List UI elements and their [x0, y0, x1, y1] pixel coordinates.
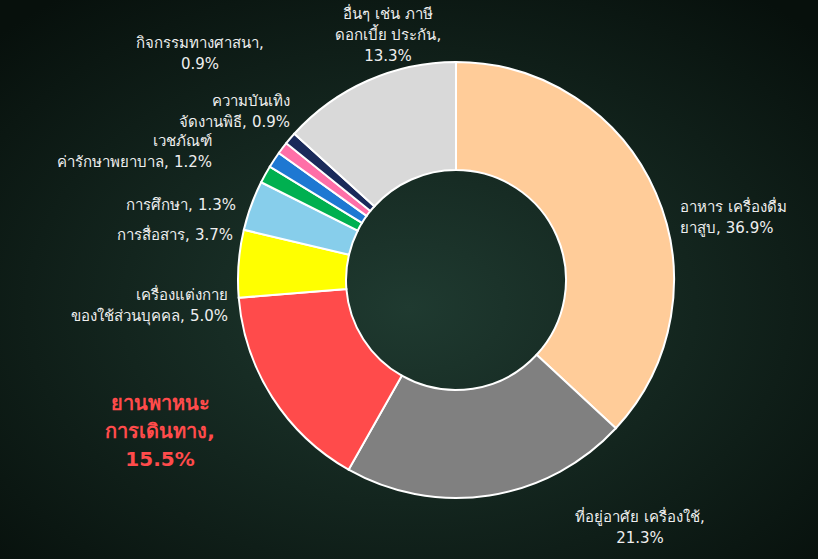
category-label: กิจกรรมทางศาสนา, — [136, 34, 264, 52]
value-label: 5.0% — [190, 307, 228, 325]
value-label: 36.9% — [726, 219, 774, 237]
slice — [456, 62, 674, 428]
category-label: จัดงานพิธี, — [179, 113, 247, 131]
category-label: เวชภัณฑ์ — [153, 132, 212, 150]
category-label: การสื่อสาร, — [117, 224, 190, 244]
data-label: เครื่องแต่งกายของใช้ส่วนบุคคล, 5.0% — [71, 284, 228, 326]
data-label: ความบันเทิงจัดงานพิธี, 0.9% — [179, 92, 290, 131]
data-label: กิจกรรมทางศาสนา, 0.9% — [136, 34, 264, 73]
category-label: ความบันเทิง — [212, 92, 290, 110]
category-label: การเดินทาง, — [105, 419, 215, 443]
value-label: 0.9% — [181, 55, 219, 73]
slices — [238, 62, 674, 498]
data-label: เวชภัณฑ์ค่ารักษาพยาบาล, 1.2% — [57, 132, 212, 171]
data-label: อาหาร เครื่องดื่มยาสูบ, 36.9% — [680, 196, 787, 237]
category-label: อาหาร เครื่องดื่ม — [680, 196, 787, 216]
category-label: ยานพาหนะ — [111, 391, 210, 415]
background — [0, 0, 818, 559]
value-label: 0.9% — [252, 113, 290, 131]
value-label: 21.3% — [616, 529, 664, 547]
data-labels: อาหาร เครื่องดื่มยาสูบ, 36.9% ที่อยู่อาศัย… — [57, 3, 787, 547]
category-label: การศึกษา, — [126, 196, 193, 214]
data-label: การศึกษา, 1.3% — [126, 196, 236, 214]
category-label: เครื่องแต่งกาย — [136, 284, 228, 304]
value-label: 1.2% — [174, 153, 212, 171]
category-label: ค่ารักษาพยาบาล, — [57, 153, 169, 171]
data-label: ที่อยู่อาศัย เครื่องใช้, 21.3% — [575, 506, 705, 547]
chart: อาหาร เครื่องดื่มยาสูบ, 36.9% ที่อยู่อาศัย… — [0, 0, 818, 559]
category-label: ดอกเบี้ย ประกัน, — [335, 24, 442, 44]
slice — [239, 289, 402, 470]
value-label: 15.5% — [125, 447, 194, 471]
data-label: การสื่อสาร, 3.7% — [117, 224, 233, 244]
category-label: ที่อยู่อาศัย เครื่องใช้, — [575, 506, 705, 526]
data-label: อื่นๆ เช่น ภาษีดอกเบี้ย ประกัน, 13.3% — [335, 3, 442, 65]
value-label: 3.7% — [195, 226, 233, 244]
category-label: อื่นๆ เช่น ภาษี — [343, 3, 433, 23]
category-label: ของใช้ส่วนบุคคล, — [71, 307, 185, 326]
data-label: ยานพาหนะการเดินทาง, 15.5% — [105, 391, 215, 471]
value-label: 13.3% — [364, 47, 412, 65]
slice — [294, 62, 456, 206]
category-label: ยาสูบ, — [680, 219, 721, 237]
value-label: 1.3% — [198, 196, 236, 214]
